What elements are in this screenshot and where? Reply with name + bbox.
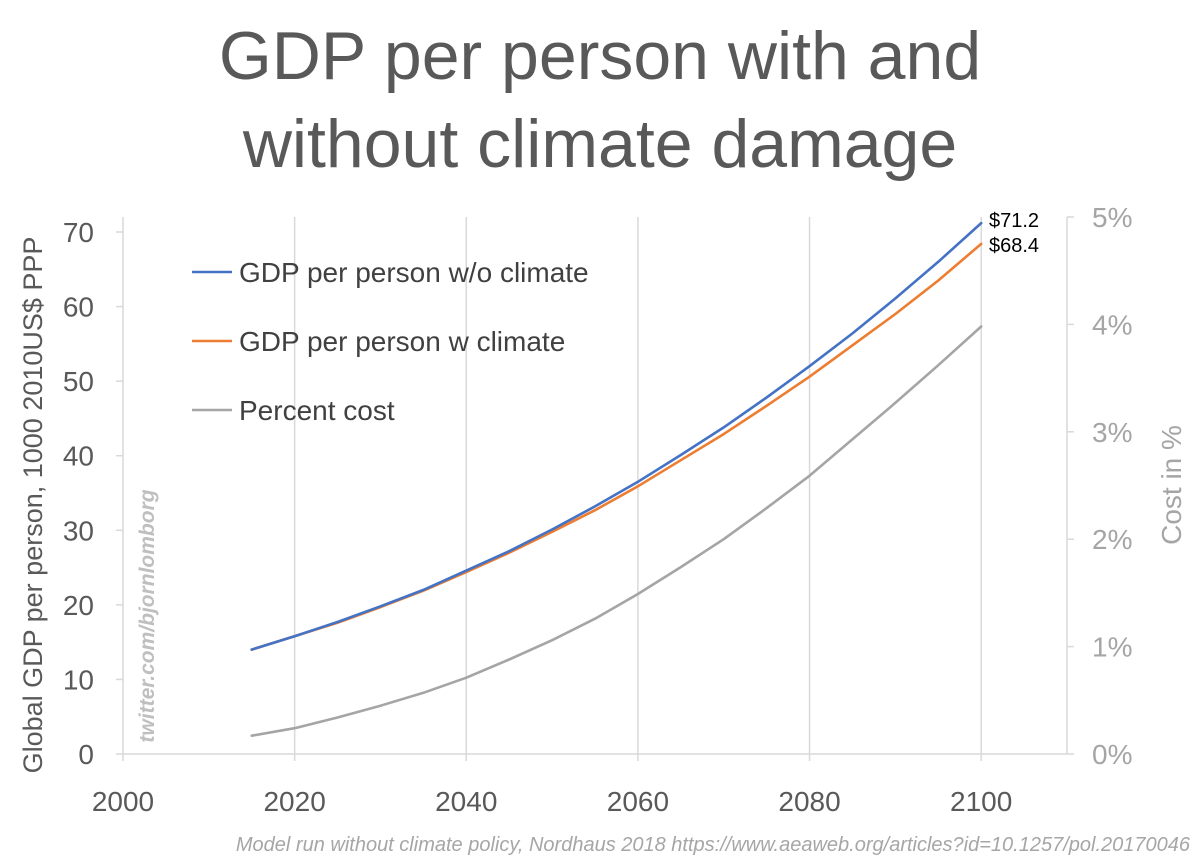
y-tick-label-30: 30 — [63, 515, 94, 546]
x-tick-label-2060: 2060 — [607, 786, 669, 817]
tick-labels: 0 10 20 30 40 50 60 70 0% 1% 2% 3% 4% 5% 2000 2020 2040 2… — [63, 202, 1133, 817]
chart-title-line-1: GDP per person with and — [218, 18, 982, 94]
y2-tick-label-3: 3% — [1092, 417, 1132, 448]
legend-label-gdp-per-person-w-climate: GDP per person w climate — [239, 326, 565, 357]
y2-tick-label-0: 0% — [1092, 739, 1132, 770]
legend-label-gdp-per-person-w-o-climate: GDP per person w/o climate — [239, 257, 589, 288]
x-tick-label-2020: 2020 — [263, 786, 325, 817]
y-tick-label-40: 40 — [63, 441, 94, 472]
series-line-gdp-per-person-w-o-climate — [250, 221, 983, 651]
y-tick-label-10: 10 — [63, 664, 94, 695]
legend: GDP per person w/o climate GDP per person… — [192, 257, 589, 426]
source-note: Model run without climate policy, Nordha… — [236, 834, 1191, 856]
axes — [116, 216, 1074, 761]
y-tick-label-60: 60 — [63, 292, 94, 323]
annotation-value-with-climate: $68.4 — [989, 235, 1039, 257]
chart-title: GDP per person with and without climate … — [0, 12, 1200, 188]
y-tick-label-70: 70 — [63, 217, 94, 248]
y-tick-label-20: 20 — [63, 590, 94, 621]
y2-tick-label-5: 5% — [1092, 202, 1132, 233]
chart-title-line-2: without climate damage — [242, 106, 958, 182]
series-line-percent-cost — [250, 325, 983, 738]
legend-label-percent-cost: Percent cost — [239, 395, 395, 426]
x-tick-label-2100: 2100 — [950, 786, 1012, 817]
y-tick-label-0: 0 — [78, 739, 94, 770]
y2-axis-label: Cost in % — [1156, 425, 1187, 545]
x-tick-label-2000: 2000 — [92, 786, 154, 817]
series-line-gdp-per-person-w-climate — [250, 242, 983, 651]
x-tick-label-2080: 2080 — [778, 786, 840, 817]
watermark-text: twitter.com/bjornlomborg — [136, 489, 159, 742]
y-axis-label: Global GDP per person, 1000 2010US$ PPP — [18, 237, 48, 774]
series-lines — [250, 221, 983, 738]
y2-tick-label-4: 4% — [1092, 309, 1132, 340]
annotation-value-without-climate: $71.2 — [989, 210, 1039, 232]
y2-tick-label-2: 2% — [1092, 524, 1132, 555]
y-tick-label-50: 50 — [63, 366, 94, 397]
y2-tick-label-1: 1% — [1092, 632, 1132, 663]
x-tick-label-2040: 2040 — [435, 786, 497, 817]
